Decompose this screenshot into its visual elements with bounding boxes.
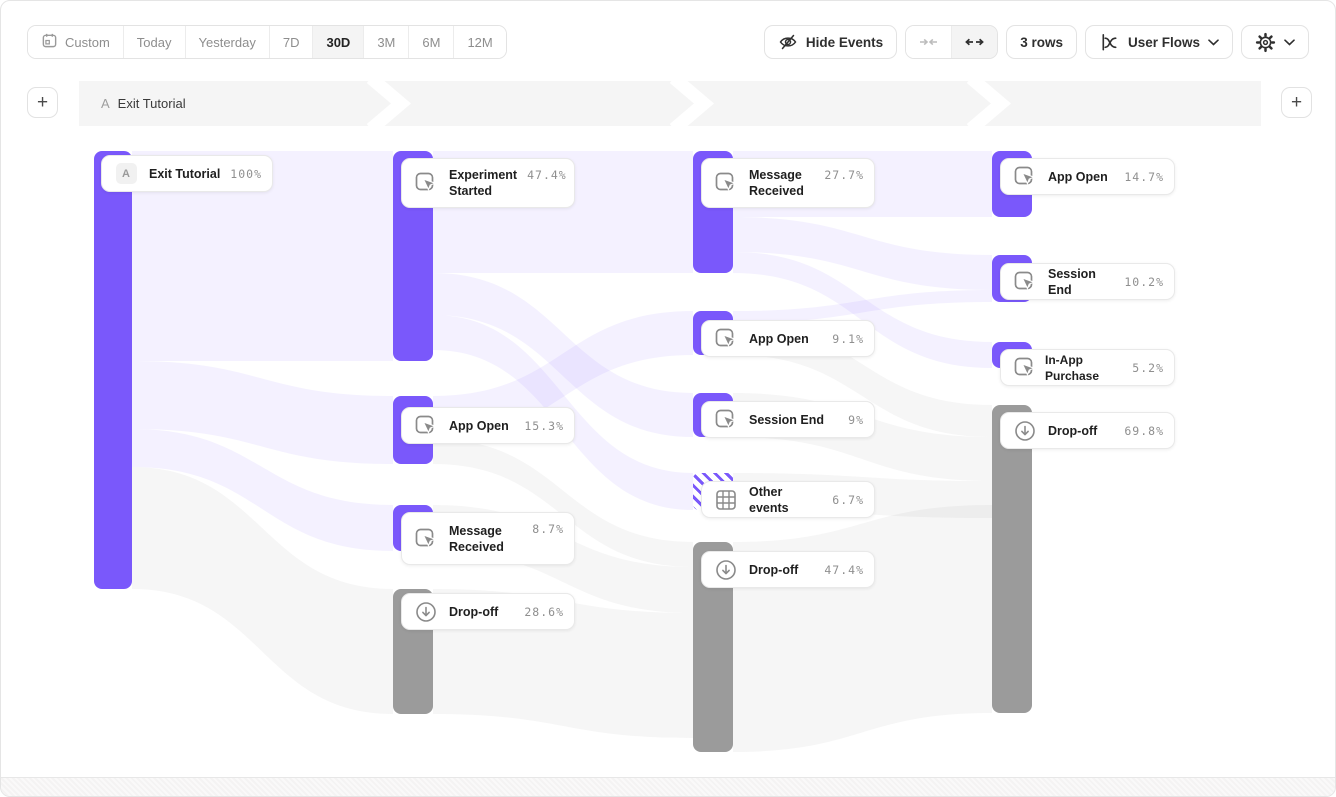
node-label: Drop-off — [1048, 423, 1098, 438]
node-value: 69.8% — [1124, 423, 1164, 438]
cursor-click-icon — [1012, 269, 1038, 295]
node-value: 9% — [848, 412, 864, 427]
node-card-exit-tutorial[interactable]: A Exit Tutorial 100% — [101, 155, 273, 192]
dropoff-arrow-icon — [413, 599, 439, 625]
date-range-6m[interactable]: 6M — [409, 26, 455, 58]
node-value: 10.2% — [1124, 274, 1164, 289]
node-label: App Open — [449, 418, 509, 433]
node-label: Other events — [749, 484, 789, 515]
node-card-message-received-3[interactable]: Message Received 27.7% — [701, 158, 875, 208]
date-range-today[interactable]: Today — [123, 26, 186, 58]
node-label: Session End — [749, 412, 825, 427]
node-card-dropoff-4[interactable]: Drop-off 69.8% — [1000, 412, 1175, 449]
settings-button[interactable] — [1241, 25, 1309, 59]
step-a-selector[interactable]: A Exit Tutorial — [101, 81, 186, 126]
node-card-app-open-3[interactable]: App Open 9.1% — [701, 320, 875, 357]
node-label: Message Received — [449, 523, 504, 554]
node-value: 9.1% — [832, 331, 864, 346]
collapse-columns-button[interactable] — [906, 26, 953, 58]
date-range-selector: Custom Today Yesterday 7D 30D 3M 6M 12M — [27, 25, 507, 59]
cursor-click-icon — [413, 170, 439, 196]
arrows-expand-icon — [965, 36, 985, 48]
node-card-session-end-4[interactable]: Session End 10.2% — [1000, 263, 1175, 300]
cursor-click-icon — [713, 407, 739, 433]
flow-chart-icon — [1099, 32, 1120, 53]
node-label: Experiment Started — [449, 168, 518, 198]
node-value: 8.7% — [532, 522, 564, 536]
date-range-7d[interactable]: 7D — [269, 26, 314, 58]
toolbar: Custom Today Yesterday 7D 30D 3M 6M 12M … — [27, 25, 1309, 59]
node-card-app-open-2[interactable]: App Open 15.3% — [401, 407, 575, 444]
horizontal-scrollbar-track[interactable] — [1, 777, 1335, 796]
node-value: 47.4% — [824, 562, 864, 577]
cursor-click-icon — [713, 170, 739, 196]
sankey-bar-dropoff-4[interactable] — [992, 405, 1032, 713]
step-label: Exit Tutorial — [117, 96, 186, 111]
cursor-click-icon — [1012, 164, 1038, 190]
view-selector-button[interactable]: User Flows — [1084, 25, 1233, 59]
node-value: 100% — [230, 166, 262, 181]
date-range-12m[interactable]: 12M — [454, 26, 506, 58]
step-a-badge: A — [115, 163, 137, 184]
node-label: Message Received — [749, 168, 804, 198]
date-range-yesterday[interactable]: Yesterday — [185, 26, 270, 58]
chevron-down-icon — [1208, 38, 1219, 46]
eye-off-icon — [778, 32, 798, 52]
node-card-dropoff-3[interactable]: Drop-off 47.4% — [701, 551, 875, 588]
node-label: Session End — [1048, 266, 1096, 297]
expand-columns-button[interactable] — [952, 26, 998, 58]
sankey-bar-exit-tutorial[interactable] — [94, 151, 132, 589]
node-label: App Open — [749, 331, 809, 346]
calendar-icon — [41, 32, 58, 52]
node-card-experiment-started[interactable]: Experiment Started 47.4% — [401, 158, 575, 208]
node-value: 5.2% — [1132, 360, 1164, 375]
node-label: Drop-off — [749, 562, 799, 577]
date-range-label: Custom — [65, 34, 110, 50]
hide-events-button[interactable]: Hide Events — [763, 25, 898, 59]
grid-icon — [713, 487, 739, 513]
node-label: Drop-off — [449, 604, 499, 619]
node-card-message-received-2[interactable]: Message Received 8.7% — [401, 512, 575, 565]
step-badge: A — [101, 96, 110, 111]
node-value: 47.4% — [527, 168, 567, 182]
node-value: 6.7% — [832, 492, 864, 507]
cursor-click-icon — [413, 526, 439, 552]
node-label: App Open — [1048, 169, 1108, 184]
steps-band — [79, 81, 1261, 126]
dropoff-arrow-icon — [1012, 418, 1038, 444]
rows-button[interactable]: 3 rows — [1006, 25, 1077, 59]
chevron-down-icon — [1284, 38, 1295, 46]
node-label: In-App Purchase — [1045, 352, 1100, 383]
width-toggle — [905, 25, 999, 59]
node-value: 28.6% — [524, 604, 564, 619]
node-value: 14.7% — [1124, 169, 1164, 184]
node-card-in-app-purchase-4[interactable]: In-App Purchase 5.2% — [1000, 349, 1175, 386]
cursor-click-icon — [413, 413, 439, 439]
node-card-app-open-4[interactable]: App Open 14.7% — [1000, 158, 1175, 195]
step-divider-chevrons — [366, 81, 1012, 126]
node-card-session-end-3[interactable]: Session End 9% — [701, 401, 875, 438]
dropoff-arrow-icon — [713, 557, 739, 583]
node-card-dropoff-2[interactable]: Drop-off 28.6% — [401, 593, 575, 630]
node-value: 15.3% — [524, 418, 564, 433]
node-label: Exit Tutorial — [149, 166, 221, 181]
node-card-other-events-3[interactable]: Other events 6.7% — [701, 481, 875, 518]
date-range-3m[interactable]: 3M — [364, 26, 410, 58]
cursor-click-icon — [1012, 355, 1038, 381]
node-value: 27.7% — [824, 168, 864, 182]
add-step-before-button[interactable]: + — [27, 87, 58, 118]
gear-icon — [1255, 32, 1276, 53]
add-step-after-button[interactable]: + — [1281, 87, 1312, 118]
cursor-click-icon — [713, 326, 739, 352]
toolbar-right: Hide Events 3 rows — [763, 25, 1309, 59]
date-range-custom[interactable]: Custom — [28, 26, 124, 58]
date-range-30d[interactable]: 30D — [313, 26, 365, 58]
arrows-collapse-icon — [919, 36, 938, 48]
